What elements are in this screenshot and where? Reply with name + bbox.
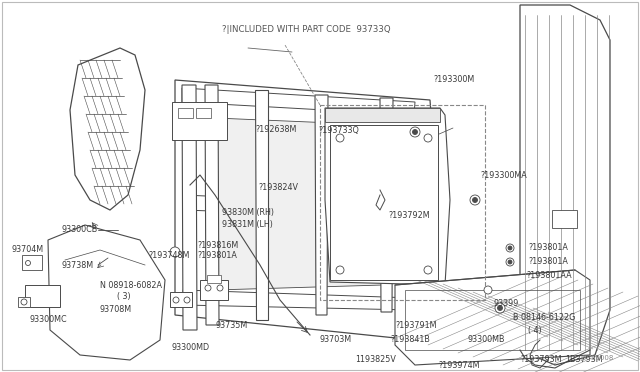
Polygon shape xyxy=(48,225,165,360)
Circle shape xyxy=(173,297,179,303)
Text: 93300CB: 93300CB xyxy=(62,225,99,234)
Text: 93704M: 93704M xyxy=(12,246,44,254)
Text: N 08918-6082A: N 08918-6082A xyxy=(100,280,162,289)
Bar xyxy=(200,280,228,300)
Bar xyxy=(178,108,193,118)
Bar xyxy=(196,108,211,118)
Text: 93831M (LH): 93831M (LH) xyxy=(222,221,273,230)
Text: 93735M: 93735M xyxy=(215,321,247,330)
Text: 93300MC: 93300MC xyxy=(30,315,68,324)
Polygon shape xyxy=(395,270,590,365)
Circle shape xyxy=(424,134,432,142)
Polygon shape xyxy=(183,195,413,218)
Circle shape xyxy=(470,195,480,205)
Circle shape xyxy=(205,285,211,291)
Circle shape xyxy=(184,297,190,303)
Text: ?193801A: ?193801A xyxy=(528,257,568,266)
Circle shape xyxy=(506,244,514,252)
Text: 93830M (RH): 93830M (RH) xyxy=(222,208,274,218)
Text: 93703M: 93703M xyxy=(320,336,352,344)
Text: 93708M: 93708M xyxy=(100,305,132,314)
Circle shape xyxy=(21,299,27,305)
Circle shape xyxy=(506,258,514,266)
Text: ?193300MA: ?193300MA xyxy=(480,170,527,180)
Text: ( 4): ( 4) xyxy=(528,326,541,334)
Circle shape xyxy=(217,285,223,291)
Text: 93300MB: 93300MB xyxy=(468,336,506,344)
Polygon shape xyxy=(520,5,610,365)
Polygon shape xyxy=(183,290,413,310)
Circle shape xyxy=(508,260,512,264)
Polygon shape xyxy=(325,108,440,122)
Text: ?193801A: ?193801A xyxy=(197,250,237,260)
Circle shape xyxy=(497,305,502,311)
Text: 93738M: 93738M xyxy=(62,260,94,269)
Polygon shape xyxy=(325,108,450,285)
Circle shape xyxy=(484,286,492,294)
Circle shape xyxy=(413,129,417,135)
Text: B 08146-6122G: B 08146-6122G xyxy=(513,314,575,323)
Polygon shape xyxy=(175,80,445,340)
Polygon shape xyxy=(215,118,383,290)
Circle shape xyxy=(508,246,512,250)
Polygon shape xyxy=(380,98,393,312)
Text: ?193791M: ?193791M xyxy=(395,321,436,330)
Circle shape xyxy=(424,266,432,274)
Text: 93300MD: 93300MD xyxy=(172,343,210,353)
Circle shape xyxy=(472,198,477,202)
Bar xyxy=(18,297,30,307)
Polygon shape xyxy=(315,95,328,315)
Circle shape xyxy=(410,127,420,137)
Bar xyxy=(405,290,580,350)
Text: ?192638M: ?192638M xyxy=(255,125,296,135)
Polygon shape xyxy=(182,85,197,330)
Circle shape xyxy=(336,134,344,142)
Text: 1193825V: 1193825V xyxy=(355,356,396,365)
Circle shape xyxy=(170,247,180,257)
Polygon shape xyxy=(255,90,268,320)
Bar xyxy=(25,285,60,307)
Circle shape xyxy=(26,260,31,266)
Text: ?193793M: ?193793M xyxy=(520,356,561,365)
Text: ?193792M: ?193792M xyxy=(388,211,429,219)
Text: ?193974M: ?193974M xyxy=(438,360,479,369)
Text: ( 3): ( 3) xyxy=(117,292,131,301)
Circle shape xyxy=(495,303,505,313)
Bar xyxy=(330,125,438,280)
Polygon shape xyxy=(70,48,145,210)
Text: ?193300M: ?193300M xyxy=(433,76,474,84)
Bar xyxy=(552,210,577,228)
Text: J9350008: J9350008 xyxy=(580,355,613,361)
Text: 1B3793M: 1B3793M xyxy=(565,356,603,365)
Bar xyxy=(320,105,485,300)
Text: ?193801A: ?193801A xyxy=(528,244,568,253)
Bar xyxy=(170,292,192,307)
Text: ?193816M: ?193816M xyxy=(197,241,238,250)
Bar xyxy=(207,275,221,283)
Text: ?|INCLUDED WITH PART CODE  93733Q: ?|INCLUDED WITH PART CODE 93733Q xyxy=(222,26,390,35)
Text: ?193733Q: ?193733Q xyxy=(318,125,359,135)
Text: ?193801AA: ?193801AA xyxy=(526,272,572,280)
Bar xyxy=(22,255,42,270)
Text: ?193841B: ?193841B xyxy=(390,336,430,344)
Text: ?193824V: ?193824V xyxy=(258,183,298,192)
Polygon shape xyxy=(182,88,415,115)
Circle shape xyxy=(336,266,344,274)
Polygon shape xyxy=(205,85,219,325)
Bar xyxy=(172,102,227,140)
Text: 93399: 93399 xyxy=(493,298,518,308)
Text: ?193748M: ?193748M xyxy=(148,250,189,260)
